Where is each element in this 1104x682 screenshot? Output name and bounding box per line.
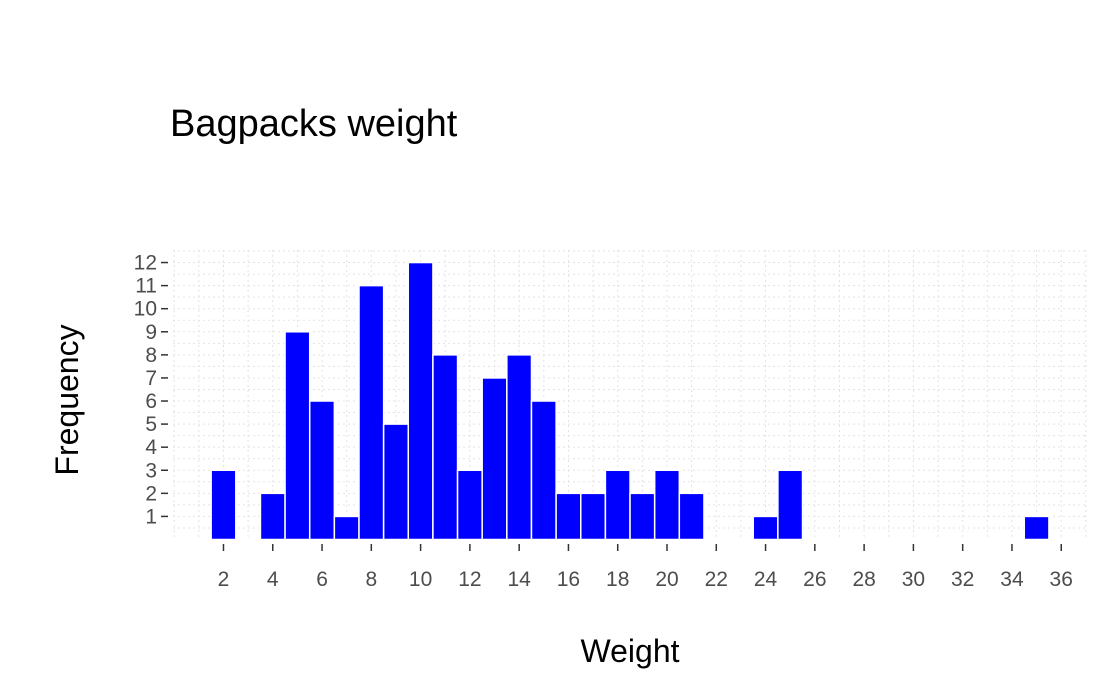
y-tick-label: 8 <box>145 344 157 367</box>
bar-weight-8 <box>358 284 385 541</box>
x-tick-label: 30 <box>902 568 925 591</box>
bars <box>210 261 1050 541</box>
y-tick-label: 3 <box>145 459 157 482</box>
x-axis-title: Weight <box>580 633 679 669</box>
bar-weight-24 <box>752 515 779 541</box>
x-tick-label: 28 <box>852 568 875 591</box>
x-tick-label: 14 <box>507 568 531 591</box>
x-tick-label: 22 <box>705 568 728 591</box>
y-tick-label: 10 <box>134 298 157 321</box>
x-tick-label: 24 <box>754 568 778 591</box>
x-tick-label: 12 <box>458 568 481 591</box>
bar-weight-7 <box>333 515 360 541</box>
y-tick-label: 1 <box>145 505 157 528</box>
bar-weight-13 <box>481 377 508 541</box>
y-tick-label: 2 <box>145 482 157 505</box>
x-tick-label: 20 <box>655 568 678 591</box>
x-tick-label: 16 <box>557 568 580 591</box>
x-tick-label: 4 <box>267 568 279 591</box>
y-tick-label: 7 <box>145 367 157 390</box>
bar-weight-12 <box>456 469 483 541</box>
x-tick-label: 32 <box>951 568 974 591</box>
bar-weight-5 <box>284 331 311 541</box>
y-tick-label: 5 <box>145 413 157 436</box>
bar-weight-2 <box>210 469 237 541</box>
bar-weight-4 <box>259 492 286 541</box>
y-tick-label: 6 <box>145 390 157 413</box>
bar-weight-16 <box>555 492 582 541</box>
bar-weight-19 <box>629 492 656 541</box>
bar-weight-18 <box>604 469 631 541</box>
x-tick-label: 10 <box>409 568 432 591</box>
x-tick-label: 8 <box>365 568 377 591</box>
chart-title: Bagpacks weight <box>170 103 458 145</box>
x-tick-label: 36 <box>1050 568 1073 591</box>
y-tick-label: 4 <box>145 436 157 459</box>
bar-weight-21 <box>678 492 705 541</box>
x-tick-label: 2 <box>218 568 230 591</box>
x-tick-label: 18 <box>606 568 629 591</box>
bar-weight-20 <box>653 469 681 541</box>
bar-weight-6 <box>308 400 336 541</box>
y-tick-label: 11 <box>135 275 157 298</box>
bar-weight-35 <box>1023 515 1050 541</box>
bar-weight-25 <box>777 469 804 541</box>
x-tick-label: 26 <box>803 568 826 591</box>
bar-weight-15 <box>530 400 557 541</box>
bar-weight-9 <box>382 423 410 541</box>
x-axis-ticks: 2 4 6 8 10 12 14 16 18 20 22 24 26 28 30 32 34 36 <box>218 544 1073 591</box>
y-tick-label: 9 <box>145 321 157 344</box>
x-tick-label: 34 <box>1000 568 1024 591</box>
y-tick-label: 12 <box>134 252 157 275</box>
bar-weight-10 <box>407 261 434 541</box>
bar-weight-17 <box>580 492 607 541</box>
x-tick-label: 6 <box>316 568 328 591</box>
bar-weight-14 <box>506 354 533 541</box>
bar-weight-11 <box>432 354 459 541</box>
y-axis-title: Frequency <box>49 324 85 475</box>
